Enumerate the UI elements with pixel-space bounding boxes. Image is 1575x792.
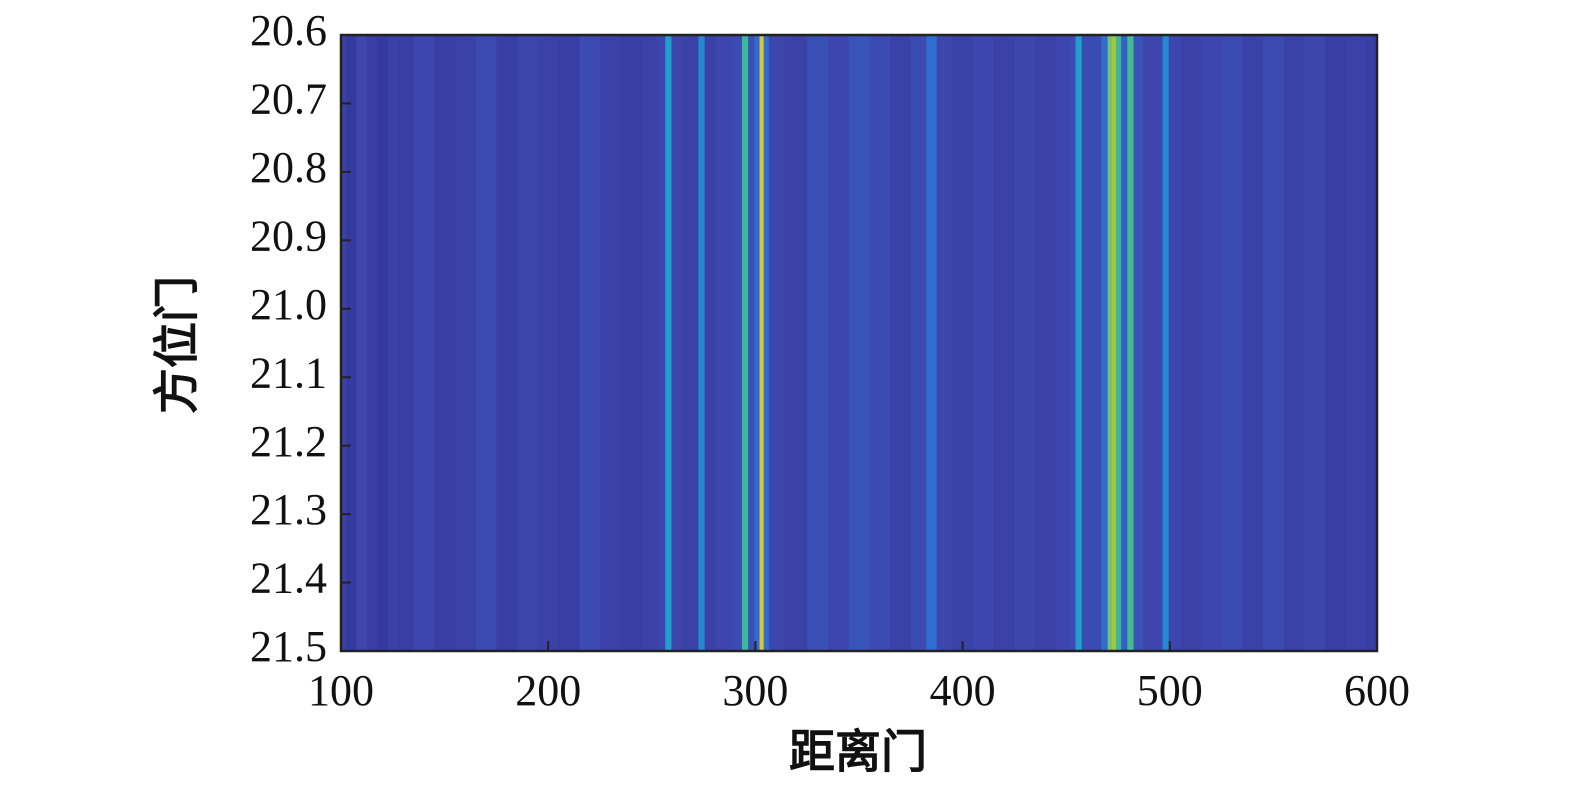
heat-cell — [993, 35, 1015, 651]
heat-cell — [1111, 35, 1117, 651]
heat-cell — [413, 35, 435, 651]
heat-cell — [1107, 35, 1113, 651]
heat-cell — [671, 35, 683, 651]
heat-cell — [341, 35, 347, 651]
heat-cell — [346, 35, 358, 651]
heat-cell — [1127, 35, 1135, 651]
y-tick-label: 21.5 — [250, 622, 327, 671]
heat-cell — [475, 35, 497, 651]
heat-cell — [496, 35, 518, 651]
heat-cell — [600, 35, 622, 651]
heat-cell — [768, 35, 786, 651]
x-tick-label: 200 — [515, 666, 581, 715]
heat-cell — [1325, 35, 1347, 651]
x-tick-label: 300 — [722, 666, 788, 715]
heat-cell — [517, 35, 539, 651]
heat-cell — [759, 35, 765, 651]
heat-cell — [1133, 35, 1144, 651]
heat-cell — [936, 35, 953, 651]
heat-cell — [763, 35, 770, 651]
y-tick-label: 20.9 — [250, 211, 327, 260]
heat-cell — [1091, 35, 1103, 651]
heat-cell — [1142, 35, 1155, 651]
y-tick-label: 21.3 — [250, 485, 327, 534]
heat-cell — [1181, 35, 1202, 651]
heat-cell — [434, 35, 456, 651]
y-tick-label: 21.0 — [250, 280, 327, 329]
heatmap — [341, 35, 1378, 651]
heat-cell — [1304, 35, 1326, 651]
heat-cell — [397, 35, 415, 651]
heat-cell — [704, 35, 717, 651]
heat-cell — [579, 35, 601, 651]
heat-cell — [1069, 35, 1077, 651]
heat-cell — [890, 35, 912, 651]
y-tick-label: 21.1 — [250, 348, 327, 397]
heat-cell — [741, 35, 749, 651]
y-tick-label: 20.6 — [250, 6, 327, 55]
heat-cell — [558, 35, 580, 651]
heat-cell — [665, 35, 673, 651]
x-tick-label: 400 — [930, 666, 996, 715]
heat-cell — [784, 35, 808, 651]
heat-cell — [716, 35, 733, 651]
heat-cell — [1035, 35, 1057, 651]
heat-cell — [869, 35, 891, 651]
heat-cell — [366, 35, 378, 651]
y-axis-title: 方位门 — [152, 276, 203, 414]
heat-cell — [656, 35, 666, 651]
heat-cell — [1162, 35, 1170, 651]
heat-cell — [537, 35, 560, 651]
x-tick-label: 600 — [1344, 666, 1410, 715]
heat-cell — [952, 35, 974, 651]
heat-cell — [692, 35, 700, 651]
heat-cell — [1242, 35, 1264, 651]
heat-cell — [972, 35, 995, 651]
heat-cell — [754, 35, 761, 651]
heat-cell — [1263, 35, 1285, 651]
heat-cell — [1081, 35, 1092, 651]
heat-cell — [1014, 35, 1036, 651]
heat-cell — [910, 35, 927, 651]
heat-cell — [377, 35, 389, 651]
heat-cell — [827, 35, 850, 651]
heat-cell — [620, 35, 643, 651]
heat-cell — [1115, 35, 1122, 651]
heat-cell — [1055, 35, 1070, 651]
heat-cell — [1345, 35, 1368, 651]
heat-cell — [1200, 35, 1223, 651]
heat-cell — [731, 35, 743, 651]
heat-cell — [807, 35, 829, 651]
heat-cell — [1283, 35, 1306, 651]
heat-cell — [641, 35, 658, 651]
heat-cell — [1366, 35, 1378, 651]
heat-cell — [356, 35, 368, 651]
x-tick-label: 100 — [308, 666, 374, 715]
heat-cell — [1168, 35, 1182, 651]
y-tick-label: 20.7 — [250, 75, 327, 124]
y-tick-label: 21.2 — [250, 417, 327, 466]
y-tick-label: 20.8 — [250, 143, 327, 192]
heat-cell — [698, 35, 706, 651]
heat-cell — [748, 35, 755, 651]
heat-cell — [1075, 35, 1083, 651]
x-tick-label: 500 — [1137, 666, 1203, 715]
heat-cell — [848, 35, 870, 651]
heat-cell — [681, 35, 693, 651]
heat-cell — [1221, 35, 1243, 651]
x-axis-title: 距离门 — [789, 727, 927, 778]
heat-cell — [926, 35, 938, 651]
heat-cell — [454, 35, 477, 651]
y-tick-label: 21.4 — [250, 554, 327, 603]
plot-frame — [339, 33, 1379, 653]
heat-cell — [387, 35, 399, 651]
heat-cell — [1154, 35, 1164, 651]
heat-cell — [1101, 35, 1109, 651]
heat-cell — [1121, 35, 1128, 651]
